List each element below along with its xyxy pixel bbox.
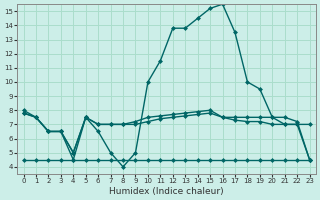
X-axis label: Humidex (Indice chaleur): Humidex (Indice chaleur) <box>109 187 224 196</box>
